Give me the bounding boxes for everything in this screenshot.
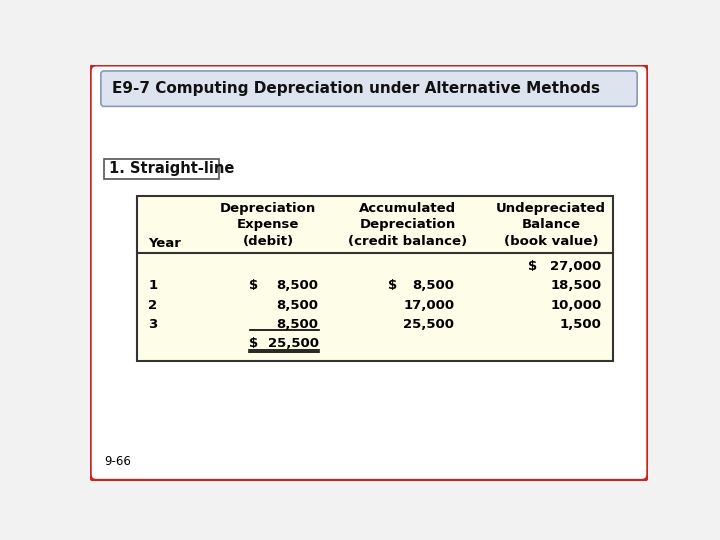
Text: 1: 1 xyxy=(148,279,157,292)
Text: Undepreciated
Balance
(book value): Undepreciated Balance (book value) xyxy=(496,201,606,247)
Text: $: $ xyxy=(388,279,397,292)
Text: $: $ xyxy=(249,337,258,350)
Text: 8,500: 8,500 xyxy=(276,279,319,292)
Text: 3: 3 xyxy=(148,318,158,331)
Bar xyxy=(137,195,613,361)
Text: Depreciation
Expense
(debit): Depreciation Expense (debit) xyxy=(220,201,316,247)
Text: E9-7 Computing Depreciation under Alternative Methods: E9-7 Computing Depreciation under Altern… xyxy=(112,81,600,96)
Text: 18,500: 18,500 xyxy=(550,279,601,292)
Text: 8,500: 8,500 xyxy=(413,279,454,292)
Bar xyxy=(104,159,219,179)
Text: 8,500: 8,500 xyxy=(276,318,319,331)
Text: 25,500: 25,500 xyxy=(268,337,319,350)
Text: Year: Year xyxy=(148,237,181,249)
FancyBboxPatch shape xyxy=(90,65,648,481)
Text: Accumulated
Depreciation
(credit balance): Accumulated Depreciation (credit balance… xyxy=(348,201,467,247)
Text: 10,000: 10,000 xyxy=(550,299,601,312)
Text: 27,000: 27,000 xyxy=(550,260,601,273)
Text: 2: 2 xyxy=(148,299,157,312)
Text: $: $ xyxy=(249,279,258,292)
Text: 25,500: 25,500 xyxy=(403,318,454,331)
Text: $: $ xyxy=(528,260,537,273)
Text: 9-66: 9-66 xyxy=(104,455,131,468)
Text: 1,500: 1,500 xyxy=(559,318,601,331)
FancyBboxPatch shape xyxy=(101,71,637,106)
Text: 8,500: 8,500 xyxy=(276,299,319,312)
Text: 17,000: 17,000 xyxy=(403,299,454,312)
Text: 1. Straight-line: 1. Straight-line xyxy=(109,161,234,176)
